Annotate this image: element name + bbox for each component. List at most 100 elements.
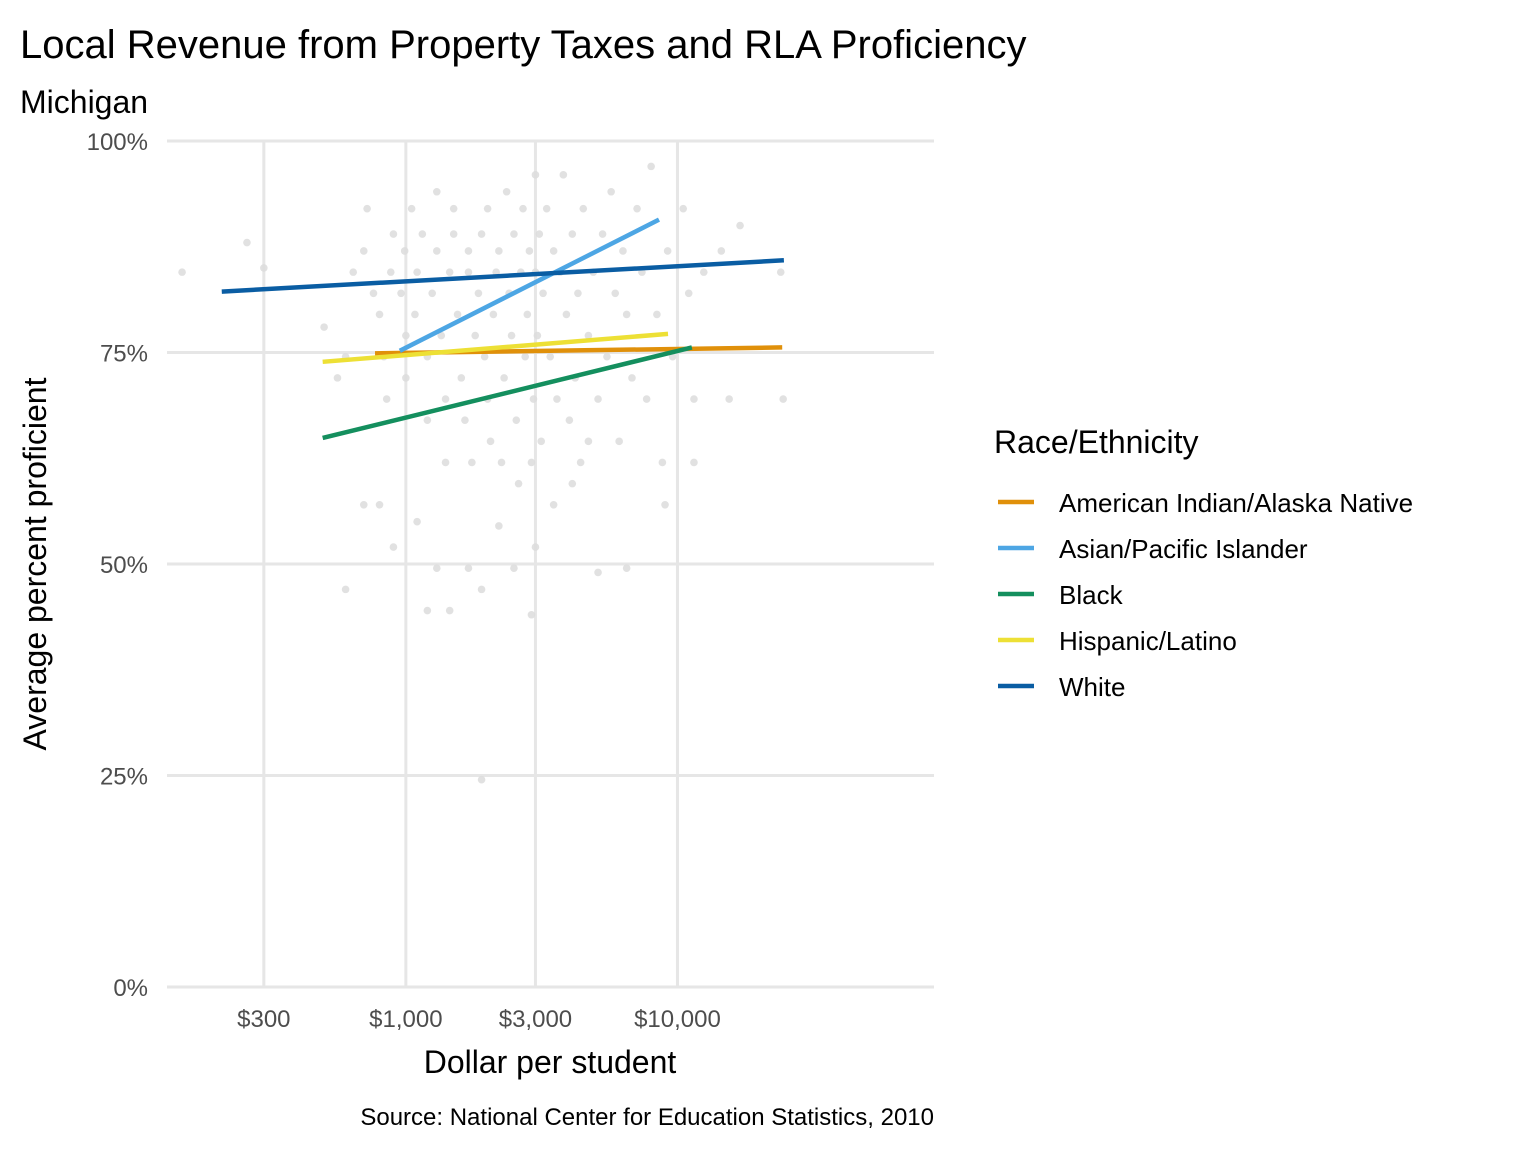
data-point xyxy=(497,458,506,467)
data-point xyxy=(523,310,532,319)
data-point xyxy=(776,268,785,276)
data-point xyxy=(359,247,368,255)
data-point xyxy=(407,204,416,213)
data-point xyxy=(514,479,523,488)
data-point xyxy=(690,395,698,403)
data-point xyxy=(402,331,410,340)
x-tick-label: $300 xyxy=(237,1006,290,1033)
data-point xyxy=(663,247,672,255)
data-point xyxy=(349,268,358,276)
data-point xyxy=(725,395,733,403)
data-point xyxy=(527,458,536,467)
data-point xyxy=(437,331,446,340)
data-point xyxy=(525,247,534,255)
data-point xyxy=(658,458,667,467)
legend-title: Race/Ethnicity xyxy=(994,424,1199,460)
scatter-points xyxy=(178,162,787,784)
data-point xyxy=(507,331,516,340)
trend-line xyxy=(322,345,693,441)
data-point xyxy=(445,268,454,276)
data-point xyxy=(433,187,441,196)
data-point xyxy=(510,564,518,573)
trend-lines xyxy=(221,217,785,441)
x-tick-label: $1,000 xyxy=(369,1006,442,1033)
legend-label: Hispanic/Latino xyxy=(1059,626,1237,656)
y-tick-label: 0% xyxy=(113,975,148,1002)
data-point xyxy=(369,289,378,298)
data-point xyxy=(559,171,568,179)
data-point xyxy=(341,585,350,594)
y-tick-label: 75% xyxy=(100,341,148,368)
data-point xyxy=(423,606,432,615)
data-point xyxy=(537,437,546,446)
data-point xyxy=(568,479,577,488)
data-point xyxy=(468,458,476,467)
data-point xyxy=(418,230,427,238)
data-point xyxy=(428,289,436,298)
data-point xyxy=(661,500,669,509)
data-point xyxy=(453,310,462,319)
data-point xyxy=(489,310,498,319)
data-point xyxy=(699,268,708,276)
trend-line xyxy=(322,331,669,365)
data-point xyxy=(611,289,620,298)
data-point xyxy=(736,221,744,230)
data-point xyxy=(464,268,473,276)
data-point xyxy=(527,610,536,619)
data-point xyxy=(495,522,503,530)
legend-label: Black xyxy=(1059,580,1124,610)
data-point xyxy=(477,585,486,594)
x-axis-label: Dollar per student xyxy=(424,1044,677,1080)
data-point xyxy=(690,458,698,467)
data-point xyxy=(449,204,458,213)
trend-line xyxy=(221,258,785,294)
y-tick-label: 100% xyxy=(87,129,148,156)
data-point xyxy=(502,187,511,196)
data-point xyxy=(464,564,473,573)
data-point xyxy=(565,416,574,424)
data-point xyxy=(607,187,615,196)
data-point xyxy=(619,247,627,255)
data-point xyxy=(584,437,593,446)
data-point xyxy=(423,416,432,424)
data-point xyxy=(397,289,405,298)
data-point xyxy=(533,331,542,340)
data-point xyxy=(483,204,492,213)
data-point xyxy=(461,416,469,424)
data-point xyxy=(178,268,186,276)
data-point xyxy=(529,395,538,403)
y-axis-label: Average percent proficient xyxy=(17,377,53,750)
data-point xyxy=(449,230,458,238)
data-point xyxy=(594,395,602,403)
data-point xyxy=(389,230,398,238)
data-point xyxy=(521,352,529,361)
data-point xyxy=(512,416,521,424)
data-point xyxy=(375,310,384,319)
data-point xyxy=(679,204,688,213)
data-point xyxy=(622,564,631,573)
data-point xyxy=(717,247,726,255)
data-point xyxy=(549,500,558,509)
data-point xyxy=(500,374,508,382)
chart-title: Local Revenue from Property Taxes and RL… xyxy=(20,23,1026,67)
data-point xyxy=(542,204,551,213)
data-point xyxy=(579,204,588,213)
data-point xyxy=(519,204,527,213)
data-point xyxy=(647,162,655,171)
data-point xyxy=(642,395,651,403)
data-point xyxy=(615,437,623,446)
data-point xyxy=(628,374,636,382)
x-axis-ticks: $300 $1,000 $3,000 $10,000 xyxy=(237,1006,721,1033)
data-point xyxy=(603,352,611,361)
caption: Source: National Center for Education St… xyxy=(360,1104,934,1131)
y-tick-label: 50% xyxy=(100,552,148,579)
x-tick-label: $3,000 xyxy=(499,1006,572,1033)
data-point xyxy=(433,564,441,573)
legend-label: American Indian/Alaska Native xyxy=(1059,488,1413,518)
data-point xyxy=(531,543,540,551)
data-point xyxy=(382,395,391,403)
data-point xyxy=(574,289,582,298)
data-point xyxy=(622,310,631,319)
data-point xyxy=(480,352,489,361)
